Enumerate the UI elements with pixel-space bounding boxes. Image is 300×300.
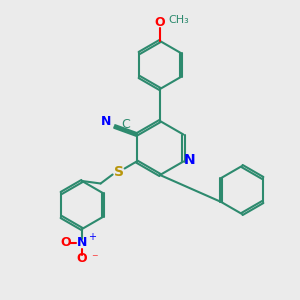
Text: +: + bbox=[88, 232, 96, 242]
Text: CH₃: CH₃ bbox=[169, 15, 189, 25]
Text: N: N bbox=[77, 236, 87, 250]
Text: N: N bbox=[100, 115, 111, 128]
Text: O: O bbox=[61, 236, 71, 250]
Text: ⁻: ⁻ bbox=[91, 253, 97, 266]
Text: C: C bbox=[121, 118, 130, 131]
Text: O: O bbox=[155, 16, 165, 28]
Text: O: O bbox=[77, 253, 87, 266]
Text: N: N bbox=[184, 154, 195, 167]
Text: S: S bbox=[114, 164, 124, 178]
